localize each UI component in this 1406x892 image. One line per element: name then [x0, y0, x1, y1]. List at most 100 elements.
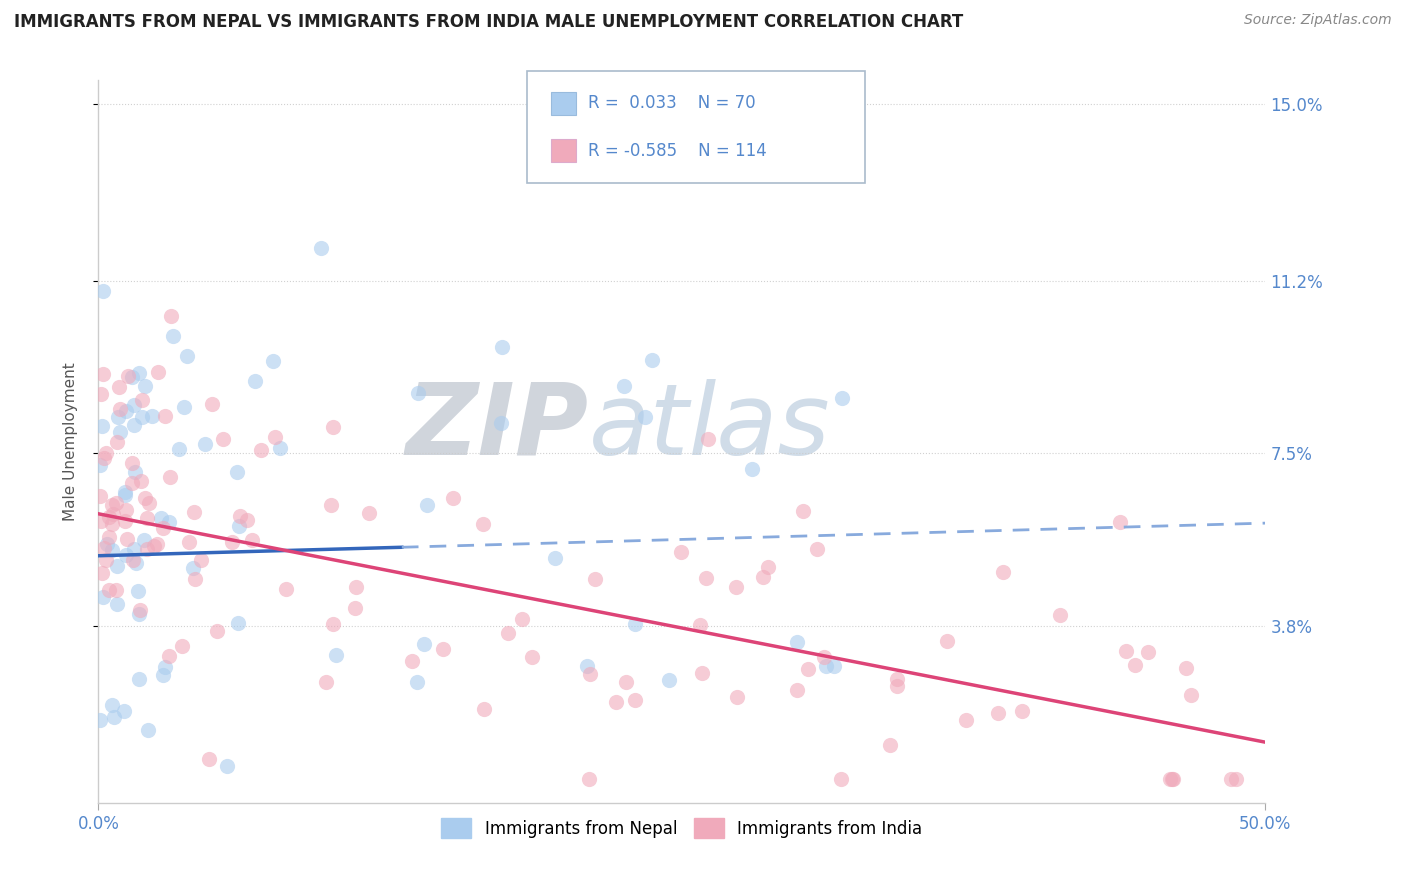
Point — [115, 502, 138, 516]
Point — [94, 445, 117, 459]
Point — [472, 516, 495, 531]
Point — [955, 713, 977, 727]
Point — [1137, 645, 1160, 659]
Point — [98, 582, 121, 597]
Text: atlas: atlas — [589, 378, 830, 475]
Point — [114, 514, 136, 528]
Point — [489, 416, 512, 430]
Point — [690, 665, 713, 680]
Point — [496, 626, 519, 640]
Point — [89, 489, 111, 503]
Point — [129, 603, 152, 617]
Text: Source: ZipAtlas.com: Source: ZipAtlas.com — [1244, 13, 1392, 28]
Point — [138, 495, 160, 509]
Point — [1180, 689, 1202, 703]
Point — [91, 418, 114, 433]
Point — [149, 511, 172, 525]
Point — [162, 329, 184, 343]
Point — [416, 498, 439, 512]
Point — [190, 553, 212, 567]
Point — [93, 450, 115, 465]
Point — [1109, 515, 1132, 529]
Point — [90, 386, 112, 401]
Point — [1049, 607, 1071, 622]
Point — [229, 508, 252, 523]
Point — [183, 505, 205, 519]
Point — [136, 723, 159, 737]
Point — [359, 507, 381, 521]
Point — [141, 409, 163, 423]
Point — [344, 580, 367, 594]
Point — [142, 539, 165, 553]
Point — [96, 537, 118, 551]
Point — [315, 674, 337, 689]
Point — [159, 310, 181, 324]
Point — [724, 581, 747, 595]
Point — [815, 659, 838, 673]
Point — [813, 650, 835, 665]
Point — [269, 441, 291, 455]
Point — [121, 552, 143, 566]
Point — [194, 437, 217, 451]
Point — [157, 649, 180, 664]
Point — [134, 379, 156, 393]
Point — [127, 584, 149, 599]
Point — [472, 701, 495, 715]
Point — [1123, 657, 1146, 672]
Point — [110, 402, 132, 417]
Point — [91, 367, 114, 381]
Text: R =  0.033    N = 70: R = 0.033 N = 70 — [588, 94, 755, 112]
Point — [689, 617, 711, 632]
Point — [1225, 772, 1247, 787]
Point — [205, 624, 228, 639]
Point — [173, 401, 195, 415]
Point — [658, 673, 681, 688]
Point — [401, 654, 423, 668]
Point — [132, 533, 155, 548]
Point — [886, 672, 908, 686]
Point — [579, 666, 602, 681]
Point — [491, 339, 513, 353]
Point — [135, 542, 157, 557]
Point — [432, 641, 454, 656]
Point — [103, 710, 125, 724]
Point — [797, 662, 820, 676]
Point — [243, 374, 266, 388]
Point — [91, 590, 114, 604]
Point — [343, 601, 366, 615]
Point — [236, 513, 259, 527]
Text: R = -0.585    N = 114: R = -0.585 N = 114 — [588, 142, 766, 160]
Text: ZIP: ZIP — [405, 378, 589, 475]
Point — [786, 683, 808, 698]
Point — [96, 553, 118, 567]
Point — [121, 456, 143, 470]
Legend: Immigrants from Nepal, Immigrants from India: Immigrants from Nepal, Immigrants from I… — [434, 812, 929, 845]
Point — [115, 533, 138, 547]
Point — [169, 442, 191, 456]
Point — [228, 616, 250, 631]
Point — [623, 693, 645, 707]
Point — [104, 496, 127, 510]
Y-axis label: Male Unemployment: Male Unemployment — [63, 362, 77, 521]
Point — [792, 504, 814, 518]
Point — [412, 637, 434, 651]
Point — [148, 365, 170, 379]
Point — [613, 378, 636, 392]
Point — [101, 543, 124, 558]
Point — [325, 648, 347, 662]
Point — [105, 598, 128, 612]
Point — [152, 520, 174, 534]
Point — [114, 488, 136, 502]
Point — [697, 432, 720, 446]
Point — [122, 417, 145, 432]
Point — [406, 386, 429, 401]
Point — [101, 698, 124, 713]
Point — [124, 398, 146, 412]
Point — [136, 511, 159, 525]
Point — [128, 607, 150, 621]
Point — [1160, 772, 1182, 787]
Point — [128, 366, 150, 380]
Point — [100, 516, 122, 531]
Point — [322, 419, 344, 434]
Point — [134, 491, 156, 505]
